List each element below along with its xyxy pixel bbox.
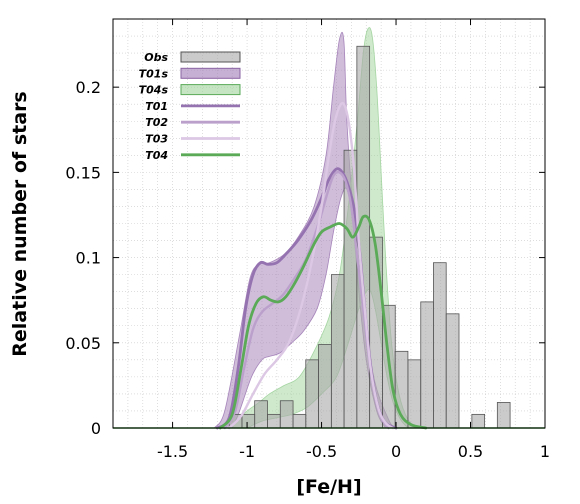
legend-label-t01s: T01s xyxy=(139,67,169,80)
histogram-bar xyxy=(445,313,460,429)
x-tick-label: -1.5 xyxy=(157,442,188,461)
y-tick-label: 0 xyxy=(91,419,101,438)
legend-label-t03: T03 xyxy=(145,133,168,146)
x-tick-label: -0.5 xyxy=(306,442,337,461)
legend-label-t02: T02 xyxy=(145,116,168,129)
histogram-bar xyxy=(254,400,268,429)
histogram-bar xyxy=(241,413,256,429)
legend-label-t04: T04 xyxy=(145,149,168,162)
legend-swatch-t04s xyxy=(180,84,241,96)
x-tick-label: 0.5 xyxy=(458,442,483,461)
y-tick-label: 0.2 xyxy=(76,78,101,97)
legend-swatch-obs xyxy=(180,51,241,63)
legend-label-t04s: T04s xyxy=(139,84,169,97)
histogram-bar xyxy=(496,402,511,429)
x-axis-title: [Fe/H] xyxy=(296,476,361,498)
plot-frame xyxy=(112,18,546,429)
histogram-bar xyxy=(267,413,281,429)
histogram-bar xyxy=(292,413,307,429)
x-tick-label: -1 xyxy=(239,442,255,461)
y-tick-label: 0.1 xyxy=(76,249,101,268)
series-line-t04 xyxy=(218,214,428,430)
y-tick-label: 0.15 xyxy=(65,163,101,182)
histogram-bar xyxy=(433,262,447,429)
legend-swatch-t01s xyxy=(180,67,241,79)
legend-label-t01: T01 xyxy=(145,100,168,113)
legend-label-obs: Obs xyxy=(144,51,168,64)
series-line-t03 xyxy=(227,101,395,430)
x-tick-label: 1 xyxy=(540,442,550,461)
histogram-bar xyxy=(471,413,486,429)
histogram-bar xyxy=(305,359,319,429)
histogram-bar xyxy=(330,274,345,429)
histogram-bar xyxy=(420,301,434,429)
legend: Obs T01s T04s T01 T02 T03 T04 xyxy=(139,51,241,162)
histogram-bar xyxy=(318,344,332,429)
histogram-bar xyxy=(279,400,294,429)
y-tick-label: 0.05 xyxy=(65,334,101,353)
ticks-layer: -1.5 -1 -0.5 0 0.5 1 0 0.05 0.1 0.15 0.2 xyxy=(65,19,550,461)
histogram-bar xyxy=(407,359,422,429)
y-axis-title: Relative number of stars xyxy=(9,91,31,356)
x-tick-label: 0 xyxy=(391,442,401,461)
